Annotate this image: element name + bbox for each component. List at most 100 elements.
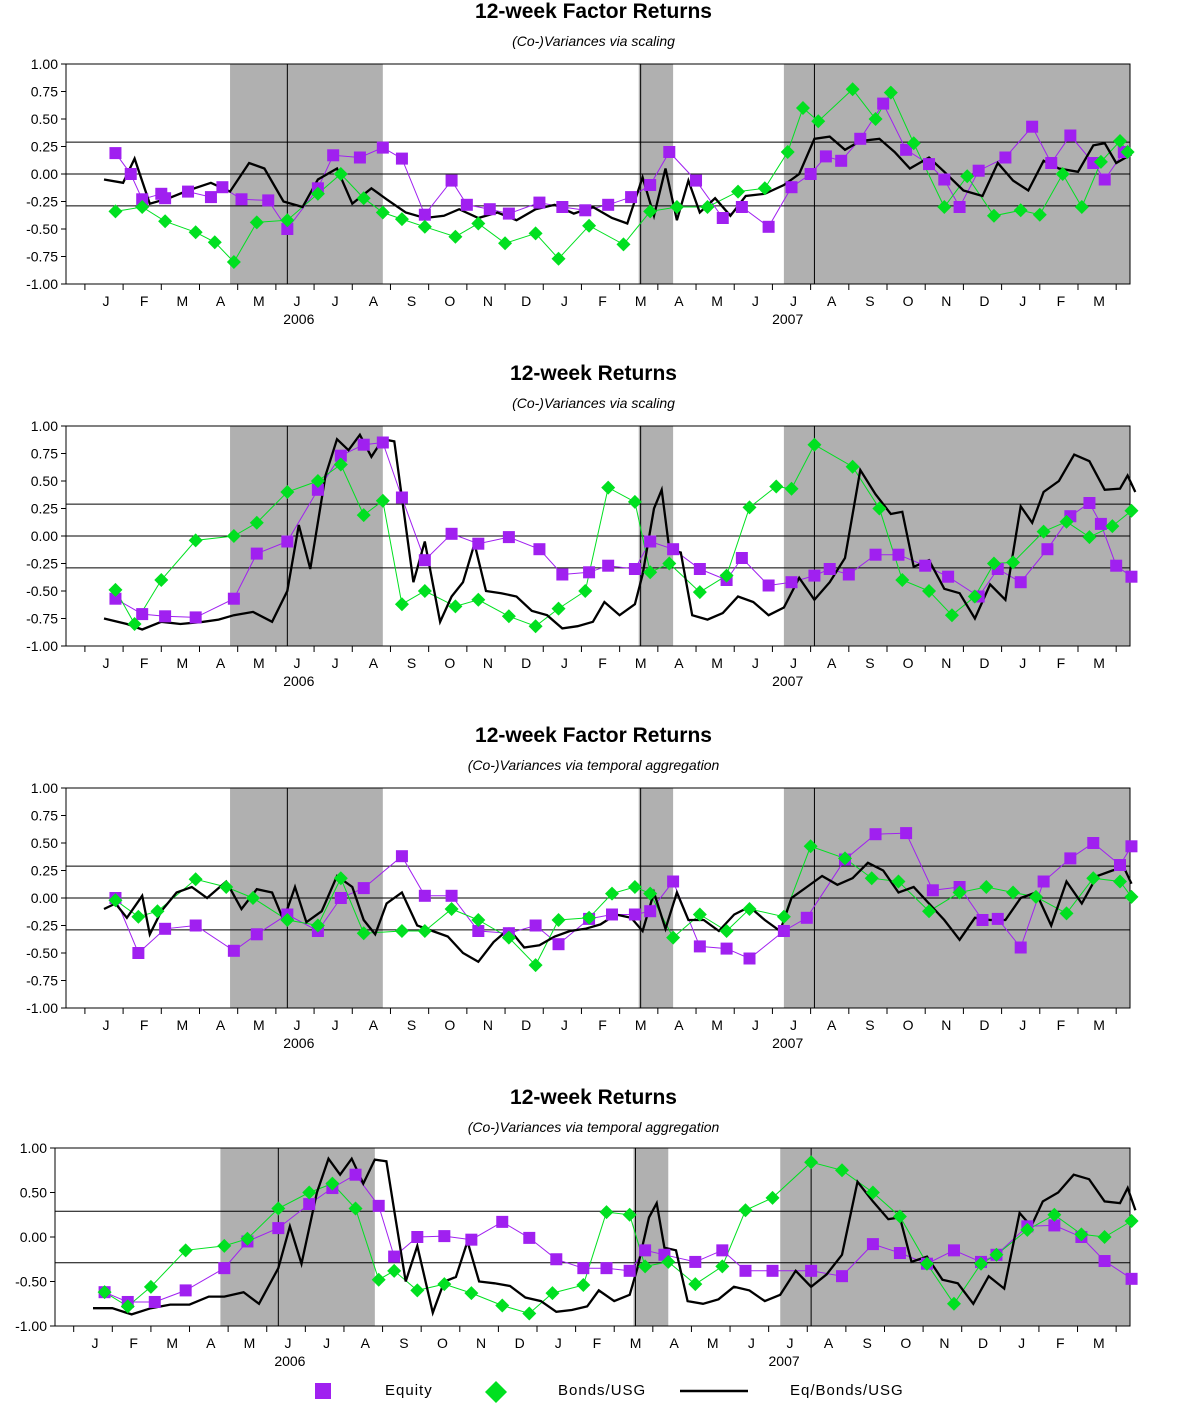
equity-marker <box>819 150 832 163</box>
x-month-label: A <box>369 1017 379 1033</box>
x-month-label: D <box>979 655 989 671</box>
equity-marker <box>919 559 932 572</box>
x-month-label: J <box>332 655 339 671</box>
y-tick-label: -0.50 <box>15 1274 47 1290</box>
x-month-label: A <box>369 655 379 671</box>
bonds-marker <box>545 1286 560 1301</box>
x-month-label: S <box>407 1017 416 1033</box>
y-tick-label: -0.75 <box>26 973 58 989</box>
equity-marker <box>976 914 989 926</box>
bonds-marker <box>219 880 234 894</box>
x-month-label: M <box>1093 1017 1105 1033</box>
x-month-label: J <box>748 1335 755 1351</box>
equity-marker <box>227 944 240 957</box>
chart-title: 12-week Returns <box>510 1086 677 1109</box>
bonds-marker <box>979 880 994 894</box>
equity-marker <box>693 940 706 953</box>
equity-marker <box>644 179 657 191</box>
combined-series-line <box>103 432 1137 631</box>
bonds-marker <box>371 1272 386 1287</box>
equity-marker <box>836 1270 849 1283</box>
bonds-marker <box>599 1205 614 1220</box>
bonds-series-line <box>104 1161 1132 1315</box>
x-month-label: M <box>630 1335 642 1351</box>
x-month-label: N <box>941 293 951 309</box>
y-tick-label: 0.25 <box>31 863 58 879</box>
equity-marker <box>972 164 985 177</box>
equity-marker <box>109 592 122 605</box>
equity-marker <box>644 905 657 918</box>
x-month-label: N <box>483 655 493 671</box>
bonds-marker <box>226 529 241 543</box>
x-month-label: M <box>711 293 723 309</box>
x-month-label: D <box>978 1335 988 1351</box>
bonds-marker <box>765 1190 780 1205</box>
x-month-label: J <box>752 655 759 671</box>
x-month-label: J <box>1019 655 1026 671</box>
bonds-marker <box>310 474 325 488</box>
equity-marker <box>438 1230 451 1243</box>
bonds-marker <box>1036 524 1051 539</box>
bonds-marker <box>872 501 887 516</box>
equity-marker <box>136 193 149 206</box>
bonds-marker <box>302 1185 317 1200</box>
bonds-marker <box>325 1176 340 1191</box>
equity-marker <box>281 223 294 235</box>
y-tick-label: -0.50 <box>26 221 58 237</box>
equity-marker <box>159 922 172 935</box>
bonds-marker <box>333 457 348 472</box>
x-month-label: J <box>752 293 759 309</box>
x-month-label: M <box>177 293 189 309</box>
y-tick-label: 0.25 <box>31 501 58 517</box>
equity-marker <box>235 193 248 206</box>
legend-equity-square-icon <box>315 1383 331 1399</box>
equity-marker <box>533 543 546 556</box>
bonds-marker <box>1113 134 1127 148</box>
bonds-marker <box>1074 1227 1089 1242</box>
bonds-marker <box>188 225 203 240</box>
bonds-marker <box>892 1209 907 1224</box>
bonds-marker <box>120 1299 135 1314</box>
bonds-marker <box>692 585 707 600</box>
chart-svg: 1.00 0.75 0.50 0.25 0.00 -0.25 -0.50 -0.75 -1.00… <box>26 780 1139 1051</box>
equity-marker <box>418 889 431 902</box>
bonds-marker <box>731 184 746 199</box>
bonds-marker <box>627 494 642 509</box>
bonds-marker <box>356 191 371 206</box>
bonds-marker <box>883 85 898 100</box>
equity-marker <box>602 198 615 211</box>
x-month-label: A <box>216 1017 226 1033</box>
bonds-marker <box>666 930 681 945</box>
equity-marker <box>445 527 458 540</box>
x-month-label: J <box>786 1335 793 1351</box>
equity-marker <box>1125 1272 1138 1285</box>
x-month-label: O <box>444 655 455 671</box>
equity-marker <box>556 568 569 581</box>
bonds-marker <box>226 255 241 269</box>
equity-marker <box>663 146 676 158</box>
x-month-label: M <box>635 655 647 671</box>
x-month-label: D <box>521 1017 531 1033</box>
equity-marker <box>808 569 821 582</box>
y-tick-label: 0.00 <box>20 1229 47 1245</box>
equity-marker <box>334 892 347 904</box>
bonds-marker <box>207 235 222 250</box>
bonds-marker <box>784 481 799 496</box>
bonds-marker <box>394 212 409 227</box>
legend-label-bonds: Bonds/USG <box>558 1382 647 1399</box>
y-tick-label: 0.75 <box>31 446 58 462</box>
x-month-label: M <box>177 655 189 671</box>
x-month-label: S <box>865 293 874 309</box>
x-month-label: J <box>103 293 110 309</box>
equity-marker <box>311 483 324 496</box>
y-tick-label: -1.00 <box>15 1318 47 1334</box>
x-month-label: D <box>979 1017 989 1033</box>
equity-marker <box>349 1168 362 1181</box>
equity-marker <box>866 1238 879 1251</box>
x-month-label: J <box>293 293 300 309</box>
bonds-marker <box>807 437 822 452</box>
x-month-label: J <box>323 1335 330 1351</box>
equity-marker <box>1014 941 1027 954</box>
bonds-marker <box>974 1256 989 1271</box>
x-month-label: M <box>1093 655 1105 671</box>
